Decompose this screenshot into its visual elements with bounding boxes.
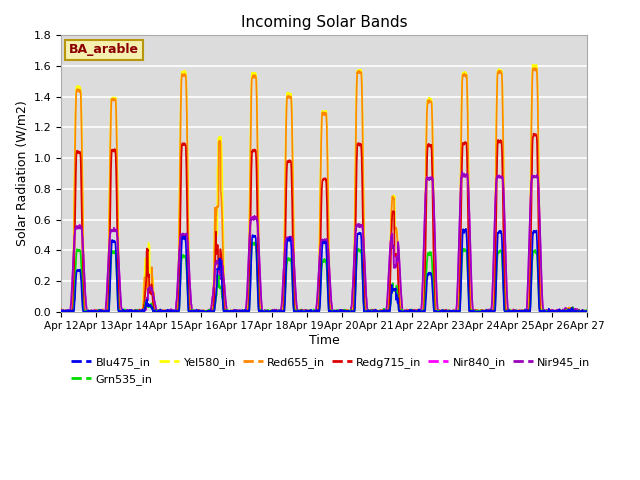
Nir840_in [538, 268, 545, 274]
Redg715_in [530, 131, 538, 136]
Red655_in [552, 308, 560, 314]
Blu475_in [351, 309, 358, 314]
Grn535_in [252, 240, 259, 245]
X-axis label: Time: Time [308, 334, 340, 347]
Redg715_in [538, 309, 545, 314]
Grn535_in [584, 309, 591, 314]
Nir840_in [204, 309, 212, 314]
Line: Redg715_in: Redg715_in [61, 133, 588, 312]
Grn535_in [477, 309, 485, 314]
Redg715_in [351, 279, 358, 285]
Line: Grn535_in: Grn535_in [61, 242, 588, 312]
Y-axis label: Solar Radiation (W/m2): Solar Radiation (W/m2) [15, 101, 28, 246]
Yel580_in [339, 307, 347, 313]
Grn535_in [340, 309, 348, 314]
Nir945_in [477, 309, 485, 314]
Red655_in [538, 308, 545, 314]
Red655_in [204, 307, 212, 313]
Line: Nir840_in: Nir840_in [61, 172, 588, 312]
Yel580_in [477, 309, 484, 314]
Nir945_in [351, 240, 358, 246]
Grn535_in [204, 308, 212, 313]
Grn535_in [58, 309, 65, 314]
Red655_in [477, 309, 485, 314]
Nir945_in [58, 309, 66, 314]
Blu475_in [204, 308, 212, 313]
Yel580_in [529, 61, 536, 67]
Line: Yel580_in: Yel580_in [61, 64, 588, 312]
Redg715_in [339, 309, 347, 314]
Red655_in [351, 227, 358, 232]
Redg715_in [552, 308, 560, 313]
Yel580_in [351, 225, 358, 231]
Red655_in [584, 308, 591, 314]
Redg715_in [57, 308, 65, 314]
Nir945_in [538, 267, 545, 273]
Yel580_in [57, 309, 65, 314]
Nir840_in [351, 241, 358, 247]
Yel580_in [537, 303, 545, 309]
Redg715_in [204, 309, 212, 314]
Nir945_in [584, 309, 591, 314]
Nir840_in [477, 309, 485, 314]
Red655_in [339, 309, 347, 314]
Nir840_in [57, 309, 65, 314]
Blu475_in [537, 309, 545, 314]
Red655_in [57, 309, 65, 314]
Nir840_in [339, 309, 347, 314]
Blu475_in [584, 309, 591, 314]
Blu475_in [552, 309, 559, 314]
Nir840_in [58, 309, 66, 314]
Text: BA_arable: BA_arable [69, 43, 139, 56]
Grn535_in [538, 308, 545, 314]
Red655_in [58, 309, 65, 314]
Grn535_in [57, 309, 65, 314]
Nir945_in [458, 169, 466, 175]
Blu475_in [477, 309, 485, 314]
Blu475_in [57, 309, 65, 314]
Blu475_in [339, 309, 347, 314]
Yel580_in [584, 309, 591, 314]
Line: Red655_in: Red655_in [61, 68, 588, 312]
Nir945_in [57, 308, 65, 314]
Blu475_in [462, 226, 470, 232]
Redg715_in [477, 308, 485, 313]
Redg715_in [584, 309, 591, 314]
Line: Nir945_in: Nir945_in [61, 172, 588, 312]
Redg715_in [58, 309, 65, 314]
Grn535_in [552, 309, 560, 314]
Yel580_in [552, 309, 559, 314]
Nir840_in [458, 169, 466, 175]
Nir945_in [204, 309, 212, 314]
Title: Incoming Solar Bands: Incoming Solar Bands [241, 15, 408, 30]
Line: Blu475_in: Blu475_in [61, 229, 588, 312]
Yel580_in [204, 309, 212, 314]
Red655_in [529, 65, 537, 71]
Nir945_in [552, 309, 560, 314]
Nir840_in [552, 309, 560, 314]
Nir840_in [584, 309, 591, 314]
Legend: Blu475_in, Grn535_in, Yel580_in, Red655_in, Redg715_in, Nir840_in, Nir945_in: Blu475_in, Grn535_in, Yel580_in, Red655_… [67, 353, 595, 389]
Grn535_in [351, 299, 359, 305]
Nir945_in [339, 308, 347, 314]
